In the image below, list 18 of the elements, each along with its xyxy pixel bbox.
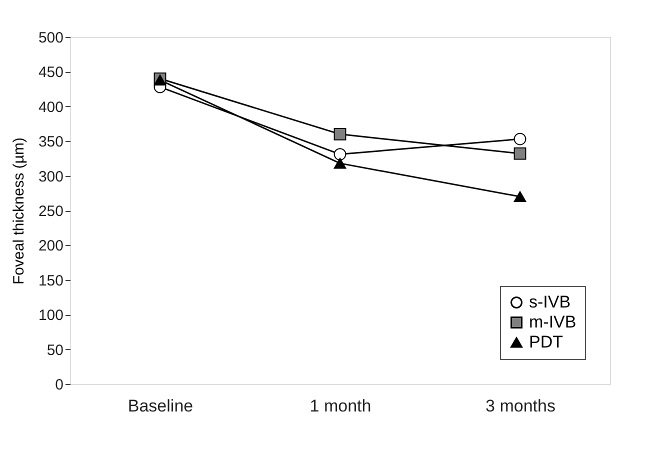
y-tick-label: 50 [46,342,64,359]
legend-label: s-IVB [529,292,571,312]
legend-label: PDT [529,332,563,352]
x-tick-label: Baseline [128,396,194,416]
y-tick-label: 0 [55,376,64,394]
y-tick-label: 350 [38,134,64,151]
y-tick-label: 500 [38,30,64,46]
y-axis-title: Foveal thickness (µm) [10,137,28,285]
y-tick-label: 450 [38,64,64,82]
x-tick-label: 1 month [310,396,372,416]
x-tick-label: 3 months [486,396,556,416]
y-tick-label: 100 [38,307,64,324]
y-tick-label: 300 [38,168,64,186]
y-tick-label: 250 [38,203,64,220]
legend-label: m-IVB [529,312,576,332]
y-tick-label: 400 [38,98,64,116]
y-tick-label: 150 [38,272,64,290]
y-tick-label: 200 [38,238,64,255]
